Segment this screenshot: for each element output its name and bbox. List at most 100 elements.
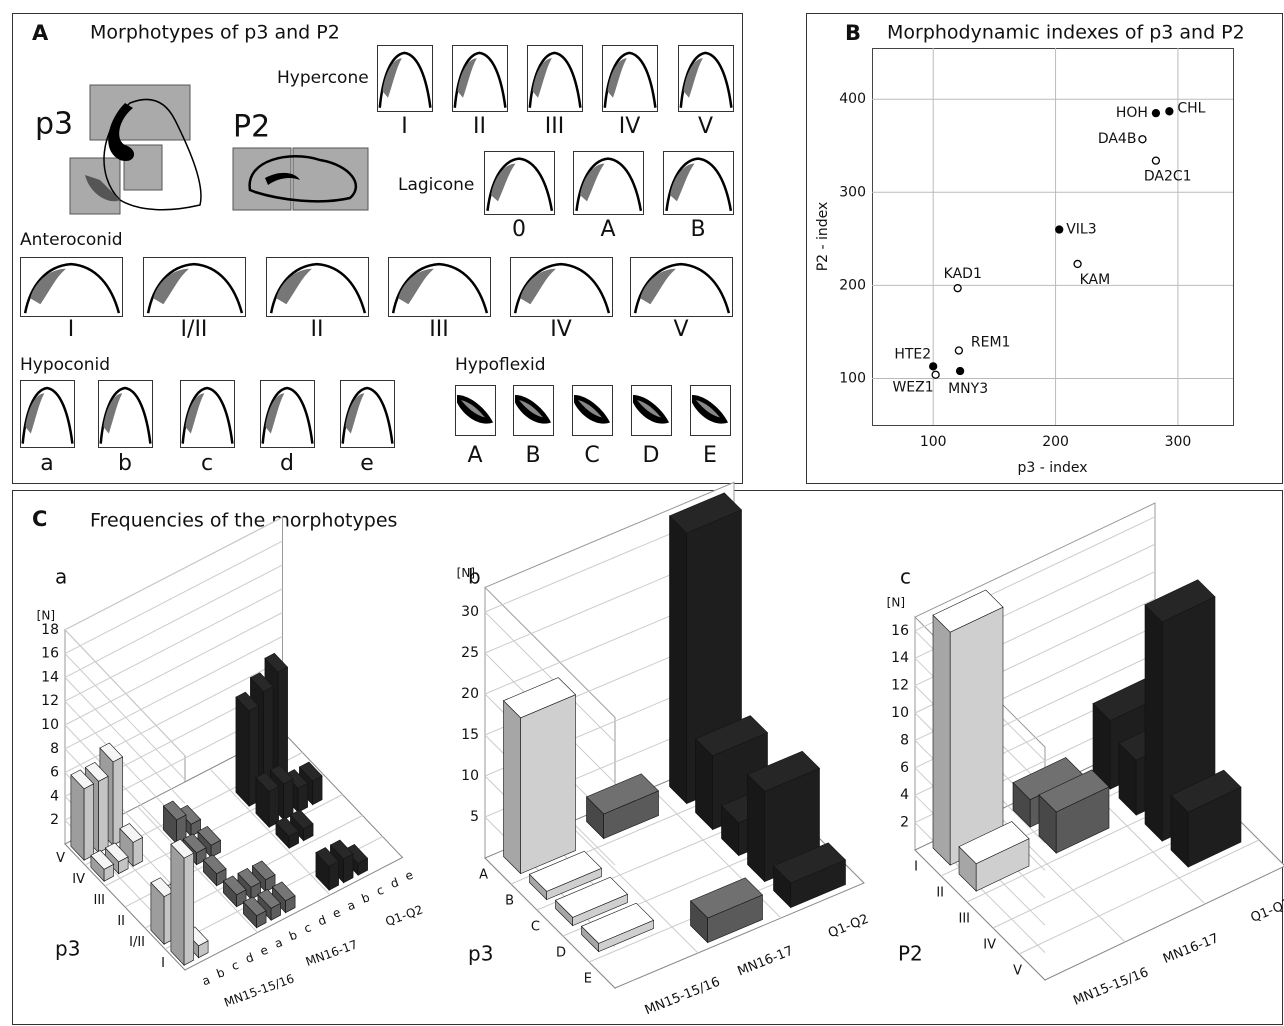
y-tick-label: 12: [891, 678, 909, 694]
point-label: DA4B: [1098, 131, 1137, 147]
point-label: HOH: [1116, 105, 1148, 121]
y-tick-label: 200: [839, 277, 866, 293]
row-label: I/II: [129, 935, 145, 950]
row-axis-label: p3: [468, 942, 493, 966]
data-point: [930, 363, 937, 370]
morphotype-label: C: [584, 443, 599, 468]
column-label: Q1-Q2: [1249, 896, 1284, 926]
y-tick-label: 15: [461, 727, 479, 743]
row-label: IV: [72, 872, 85, 887]
column-label: Q1-Q2: [383, 902, 424, 928]
x-tick-label: 300: [1165, 434, 1192, 450]
morphotype-group: AnteroconidII/IIIIIIIIVV: [20, 230, 733, 342]
x-tick-label: 100: [920, 434, 947, 450]
morphotype-label: c: [201, 451, 213, 476]
row-label: II: [936, 886, 944, 901]
y-tick-label: 30: [461, 604, 479, 620]
morphotype-group: Lagicone0AB: [398, 152, 734, 243]
bar: [236, 692, 259, 806]
group-label: Anteroconid: [20, 230, 123, 250]
bar-side: [71, 775, 84, 860]
p3-drawing: [70, 85, 201, 214]
column-label: e: [331, 905, 343, 921]
column-label: c: [375, 883, 386, 898]
point-label: CHL: [1177, 100, 1205, 116]
bar-side: [1145, 605, 1162, 841]
column-label: d: [316, 913, 328, 929]
panel-title: Morphotypes of p3 and P2: [90, 22, 340, 44]
y-tick-label: 12: [41, 693, 59, 709]
column-label: d: [389, 875, 401, 891]
morphotype-label: III: [429, 317, 448, 342]
column-label: MN15-15/16: [643, 975, 722, 1019]
column-label: MN16-17: [304, 937, 360, 969]
point-label: KAD1: [944, 266, 982, 282]
morphotype-label: A: [467, 443, 482, 468]
morphotype-label: II: [473, 114, 486, 139]
bar-front: [950, 607, 1003, 865]
column-label: Q1-Q2: [826, 912, 871, 942]
morphotype-label: II: [311, 317, 324, 342]
data-point: [1152, 110, 1159, 117]
morphotype-label: A: [600, 217, 615, 242]
column-label: MN15-15/16: [222, 971, 296, 1009]
y-tick-label: 8: [900, 732, 909, 748]
y-tick-label: 16: [41, 646, 59, 662]
group-label: Hypercone: [277, 68, 369, 88]
morphotype-label: B: [525, 443, 540, 468]
group-label: Hypoflexid: [455, 355, 545, 375]
p2-drawing: [233, 148, 368, 210]
data-point: [957, 368, 964, 375]
morphotype-label: I: [68, 317, 75, 342]
y-tick-label: 8: [50, 741, 59, 757]
y-tick-label: 10: [41, 717, 59, 733]
bar: [151, 878, 174, 945]
column-label: b: [287, 928, 299, 944]
bar-front: [269, 787, 279, 828]
column-label: b: [215, 965, 227, 981]
y-tick-label: 2: [900, 815, 909, 831]
point-label: REM1: [971, 335, 1011, 351]
morphotype-label: IV: [550, 317, 572, 342]
row-label: A: [479, 868, 488, 883]
x-axis-label: p3 - index: [1017, 460, 1087, 476]
morphotype-group: HypoflexidABCDE: [455, 355, 731, 468]
morphotype-label: V: [698, 114, 713, 139]
bar3d-chart: 24681012141618[N]ap3VIVIIIIII/IIIabcdeMN…: [37, 517, 425, 1009]
y-tick-label: 14: [891, 650, 909, 666]
row-label: I: [161, 956, 165, 971]
point-label: DA2C1: [1144, 169, 1192, 185]
y-tick-label: 300: [839, 184, 866, 200]
panel-title: Morphodynamic indexes of p3 and P2: [887, 22, 1245, 44]
row-label: B: [505, 894, 514, 909]
panel-letter: B: [845, 21, 861, 45]
y-tick-label: 6: [900, 760, 909, 776]
column-label: MN16-17: [1161, 931, 1221, 967]
column-label: MN16-17: [735, 944, 795, 980]
point-label: HTE2: [894, 346, 931, 362]
row-label: D: [556, 946, 566, 961]
data-point: [955, 347, 962, 354]
bar-front: [521, 695, 576, 874]
bar-side: [504, 701, 521, 874]
point-label: KAM: [1080, 272, 1111, 288]
tooth-label: p3: [35, 107, 73, 142]
y-tick-label: 14: [41, 669, 59, 685]
column-label: e: [403, 868, 415, 884]
column-label: a: [345, 898, 357, 914]
column-label: c: [230, 958, 241, 973]
y-tick-label: 6: [50, 765, 59, 781]
chart-letter: a: [55, 565, 67, 589]
panel-letter: C: [32, 507, 47, 531]
bar-front: [84, 784, 94, 860]
data-point: [1056, 226, 1063, 233]
bar: [71, 770, 94, 860]
row-label: C: [531, 920, 540, 935]
x-tick-label: 200: [1042, 434, 1069, 450]
page: {"panel_a":{"letter":"A","title":"Morpho…: [0, 0, 1284, 1026]
row-label: V: [1013, 964, 1022, 979]
row-label: I: [914, 860, 918, 875]
data-point: [932, 371, 939, 378]
